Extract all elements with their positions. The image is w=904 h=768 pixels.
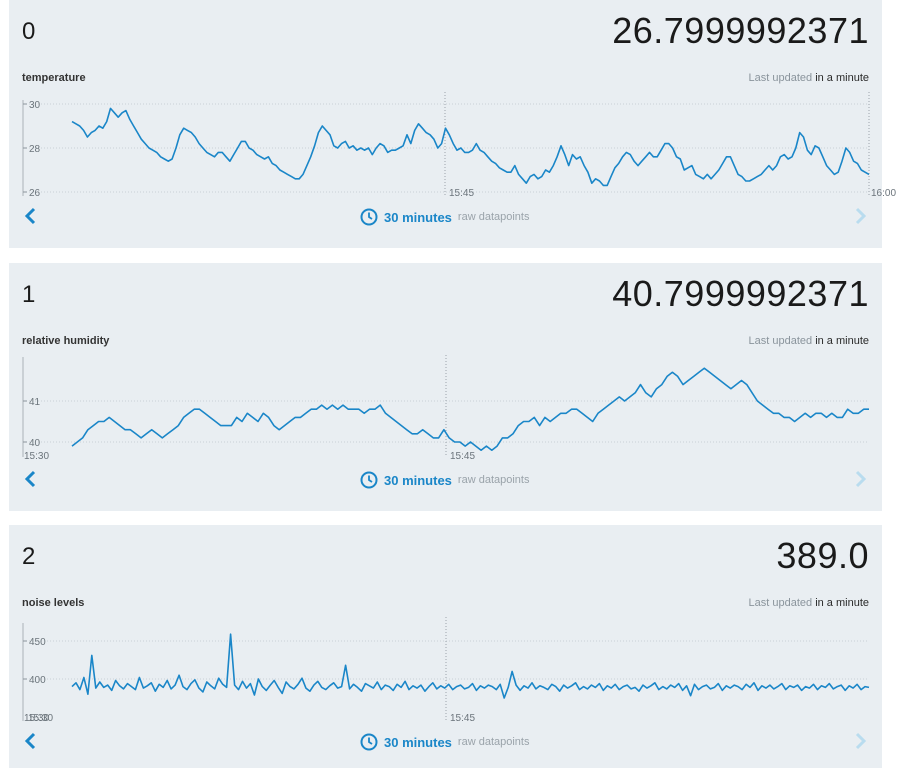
- next-range-chevron-icon[interactable]: [852, 206, 868, 226]
- panel-index: 2: [22, 543, 36, 570]
- next-range-chevron-icon[interactable]: [852, 469, 868, 489]
- sensor-panel-humidity: 1 40.7999992371 relative humidity Last u…: [9, 263, 882, 511]
- current-value: 26.7999992371: [612, 10, 869, 51]
- previous-range-chevron-icon[interactable]: [23, 469, 39, 489]
- x-tick-label: 15:45: [450, 451, 475, 462]
- current-value: 389.0: [776, 535, 869, 576]
- humidity-line-chart[interactable]: 41 40 15:30 15:45: [9, 355, 882, 467]
- sensor-name: noise levels: [22, 597, 85, 609]
- last-updated: Last updated in a minute: [749, 597, 870, 609]
- sensor-name: relative humidity: [22, 335, 110, 347]
- range-mode: raw datapoints: [457, 474, 530, 486]
- y-tick-label: 400: [29, 675, 46, 686]
- last-updated-prefix: Last updated: [748, 72, 813, 84]
- last-updated: Last updated in a minute: [749, 335, 870, 347]
- last-updated-relative: in a minute: [815, 335, 869, 347]
- y-tick-label: 28: [29, 144, 41, 155]
- range-label[interactable]: 30 minutes: [384, 472, 452, 488]
- range-label[interactable]: 30 minutes: [384, 209, 452, 225]
- last-updated-prefix: Last updated: [748, 335, 813, 347]
- x-tick-label: 15:30: [28, 713, 53, 724]
- sensor-panel-noise: 2 389.0 noise levels Last updated in a m…: [9, 525, 882, 768]
- y-tick-label: 30: [29, 100, 41, 111]
- y-tick-label: 26: [29, 188, 41, 199]
- sensor-name: temperature: [22, 72, 86, 84]
- series-line: [71, 367, 869, 451]
- x-tick-label: 15:30: [24, 713, 49, 724]
- x-tick-label: 16:00: [871, 188, 896, 199]
- range-label[interactable]: 30 minutes: [384, 734, 452, 750]
- y-tick-label: 450: [29, 637, 46, 648]
- time-range-selector[interactable]: 30 minutes raw datapoints: [360, 732, 529, 752]
- current-value: 40.7999992371: [612, 273, 869, 314]
- clock-icon: [360, 208, 378, 226]
- temperature-line-chart[interactable]: 30 28 26 15:45 16:00: [9, 92, 896, 204]
- previous-range-chevron-icon[interactable]: [23, 206, 39, 226]
- clock-icon: [360, 471, 378, 489]
- time-range-selector[interactable]: 30 minutes raw datapoints: [360, 470, 529, 490]
- series-line: [71, 107, 870, 187]
- last-updated-relative: in a minute: [815, 72, 869, 84]
- x-tick-label: 15:45: [450, 713, 475, 724]
- previous-range-chevron-icon[interactable]: [23, 731, 39, 751]
- last-updated-relative: in a minute: [815, 597, 869, 609]
- last-updated-prefix: Last updated: [748, 597, 813, 609]
- sensor-panel-temperature: 0 26.7999992371 temperature Last updated…: [9, 0, 896, 248]
- y-tick-label: 40: [29, 438, 41, 449]
- series-line: [71, 633, 870, 699]
- clock-icon: [360, 733, 378, 751]
- range-mode: raw datapoints: [457, 736, 530, 748]
- range-mode: raw datapoints: [457, 211, 530, 223]
- x-tick-label: 15:45: [449, 188, 474, 199]
- x-tick-label: 15:30: [24, 451, 49, 462]
- panel-index: 0: [22, 18, 36, 45]
- y-tick-label: 41: [29, 397, 41, 408]
- time-range-selector[interactable]: 30 minutes raw datapoints: [360, 207, 529, 227]
- next-range-chevron-icon[interactable]: [852, 731, 868, 751]
- last-updated: Last updated in a minute: [749, 72, 870, 84]
- panel-index: 1: [22, 281, 36, 308]
